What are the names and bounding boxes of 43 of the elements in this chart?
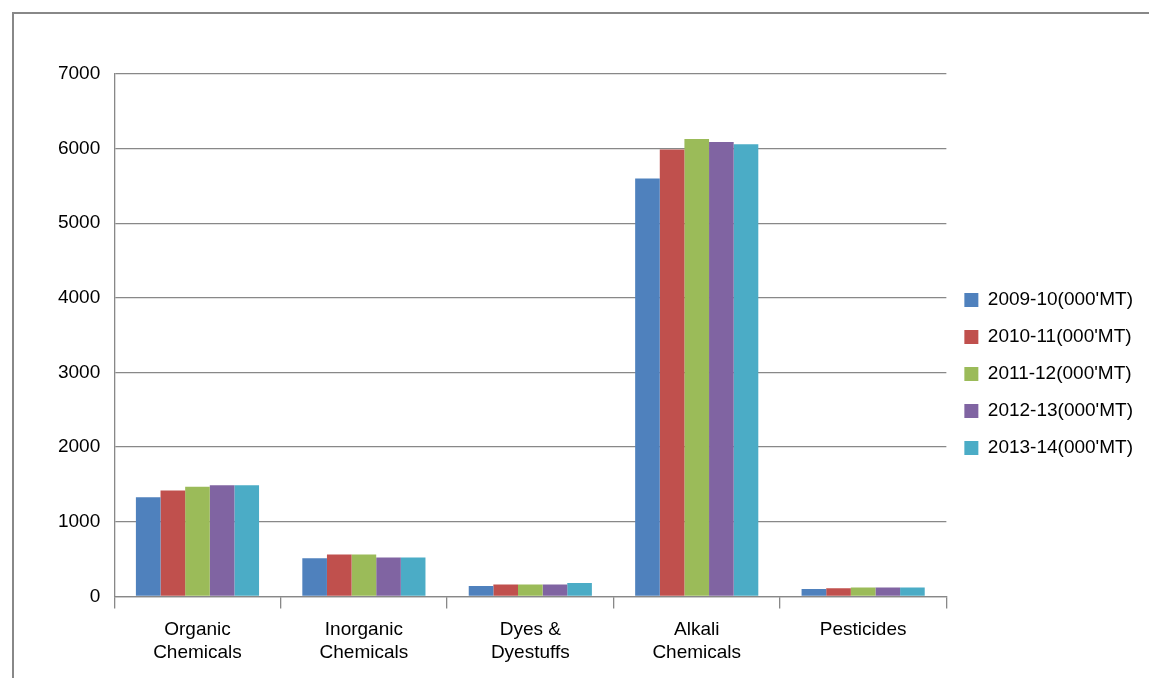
bar [567, 582, 592, 596]
bar [635, 178, 660, 596]
y-tick-label: 6000 [57, 136, 101, 158]
bar [376, 557, 401, 596]
y-tick-label: 2000 [57, 435, 101, 457]
bar [135, 497, 161, 596]
bar [302, 558, 327, 596]
x-tick-label: Dyes & Dyestuffs [490, 618, 570, 662]
bar [542, 584, 568, 596]
y-tick-label: 7000 [57, 62, 101, 84]
bar [468, 585, 494, 596]
x-tick-label: Pesticides [819, 618, 907, 640]
bar [518, 584, 543, 596]
x-tick-label: Organic Chemicals [153, 618, 242, 662]
legend-label: 2012-13(000'MT) [987, 399, 1134, 421]
y-tick-label: 0 [89, 584, 101, 606]
y-tick-label: 4000 [57, 286, 101, 308]
legend-label: 2010-11(000'MT) [987, 325, 1132, 347]
bar [900, 587, 925, 596]
bar [826, 588, 851, 596]
bar [326, 554, 352, 596]
x-tick-label: Alkali Chemicals [652, 618, 742, 662]
legend-label: 2011-12(000'MT) [987, 362, 1132, 384]
bar [351, 554, 377, 596]
bar [400, 557, 426, 596]
bar [733, 144, 759, 596]
y-tick-label: 3000 [57, 360, 101, 382]
bar [160, 490, 186, 596]
bar [801, 588, 827, 596]
bar [709, 141, 734, 596]
bar [493, 584, 518, 596]
bar [875, 587, 901, 596]
y-tick-label: 1000 [57, 510, 101, 532]
bar [684, 138, 710, 596]
bar [659, 149, 685, 596]
legend-label: 2013-14(000'MT) [987, 436, 1134, 458]
bar [234, 485, 260, 596]
bar [850, 587, 876, 596]
legend-label: 2009-10(000'MT) [987, 288, 1134, 310]
bar [209, 485, 235, 596]
x-tick-label: Inorganic Chemicals [319, 618, 409, 662]
y-tick-label: 5000 [57, 211, 101, 233]
bar [185, 486, 210, 596]
